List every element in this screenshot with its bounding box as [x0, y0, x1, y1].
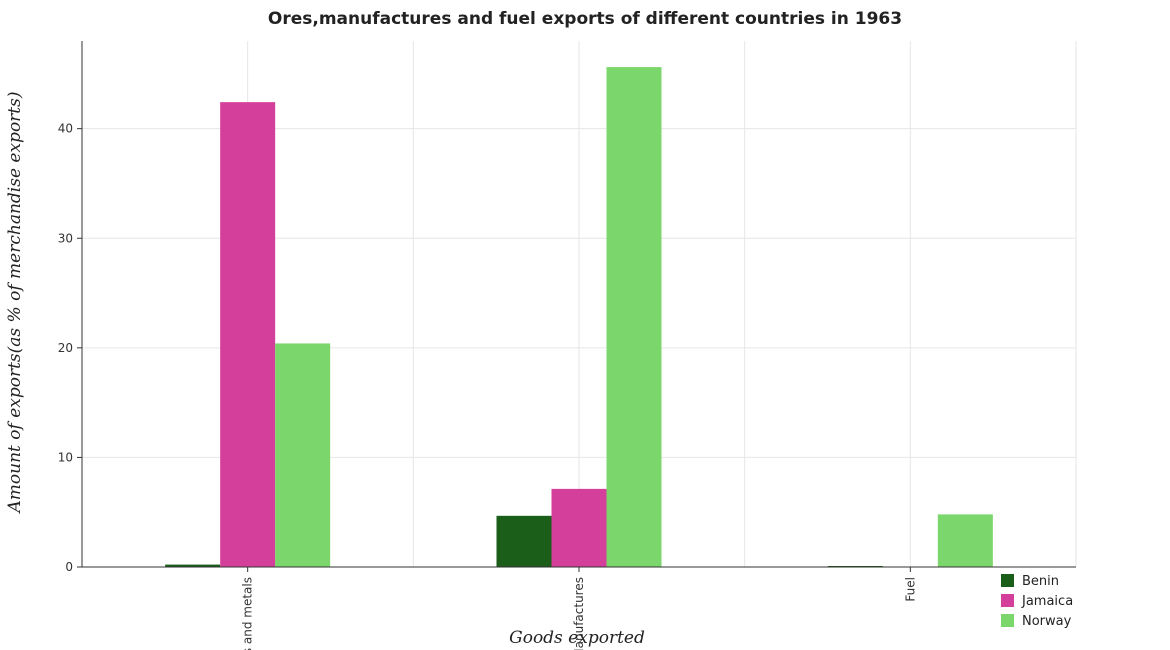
x-axis-label: Goods exported — [509, 628, 645, 648]
y-tick-label: 40 — [58, 122, 73, 136]
legend-swatch-benin — [1001, 574, 1014, 587]
y-axis-label: Amount of exports(as % of merchandise ex… — [5, 92, 25, 515]
x-tick-label: Fuel — [903, 577, 917, 602]
chart-title: Ores,manufactures and fuel exports of di… — [268, 9, 902, 29]
y-tick-label: 20 — [58, 341, 73, 355]
legend-swatch-norway — [1001, 614, 1014, 627]
legend-label-benin: Benin — [1022, 574, 1059, 589]
bar-norway-1 — [275, 343, 331, 567]
x-tick-label: Manufactures — [572, 577, 586, 650]
legend-swatch-jamaica — [1001, 594, 1014, 607]
axes: 0 10 20 30 40 Ores and metals Manufactures Fuel — [58, 41, 1076, 650]
bar-jamaica-1 — [220, 102, 276, 568]
y-tick-label: 0 — [65, 560, 73, 574]
legend: Benin Jamaica Norway — [1001, 574, 1073, 629]
bar-benin-2 — [496, 515, 552, 567]
legend-label-norway: Norway — [1022, 614, 1072, 629]
legend-label-jamaica: Jamaica — [1021, 594, 1073, 609]
bar-norway-2 — [606, 67, 662, 567]
bar-benin-1 — [165, 564, 221, 567]
bar-norway-3 — [937, 514, 993, 567]
y-tick-label: 30 — [58, 231, 73, 245]
bar-jamaica-2 — [551, 488, 607, 567]
y-tick-label: 10 — [58, 450, 73, 464]
bars — [165, 67, 993, 568]
x-tick-label: Ores and metals — [241, 577, 255, 650]
